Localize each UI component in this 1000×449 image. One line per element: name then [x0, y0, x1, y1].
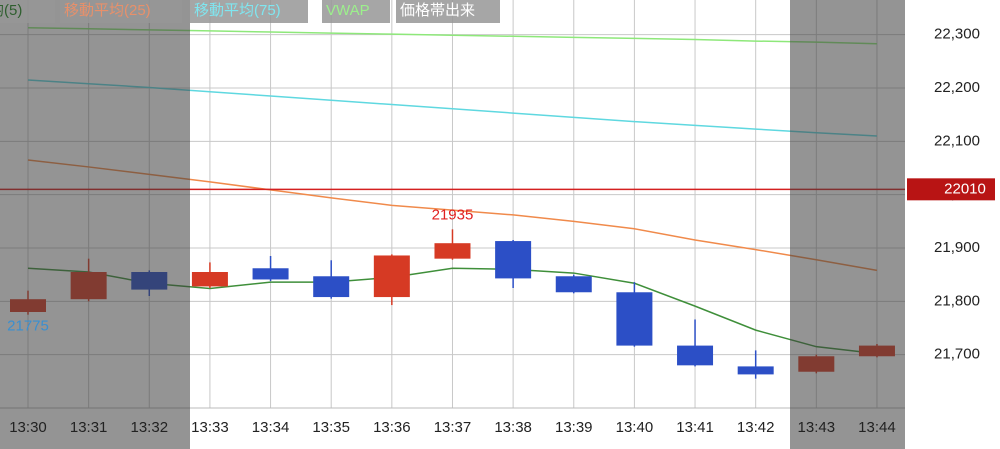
x-tick-label: 13:38	[494, 419, 532, 436]
legend-label: 価格帯出来	[400, 2, 475, 19]
legend-box	[190, 0, 308, 23]
x-tick-label: 13:31	[70, 419, 108, 436]
candle-body	[191, 272, 228, 287]
y-tick-label: 22,100	[934, 132, 980, 149]
candle-body	[677, 345, 714, 366]
y-tick-label: 22,300	[934, 26, 980, 43]
x-tick-label: 13:33	[191, 419, 229, 436]
candle-body	[616, 292, 653, 346]
x-tick-label: 13:36	[373, 419, 411, 436]
price-label: 22010	[944, 180, 986, 197]
x-tick-label: 13:43	[798, 419, 836, 436]
annotation: 21775	[7, 318, 49, 335]
x-tick-label: 13:37	[434, 419, 472, 436]
shaded-region	[0, 0, 190, 449]
legend-label: VWAP	[326, 2, 370, 19]
x-tick-label: 13:34	[252, 419, 290, 436]
legend-label: 移動平均(75)	[194, 2, 281, 19]
y-tick-label: 21,700	[934, 346, 980, 363]
x-tick-label: 13:30	[9, 419, 47, 436]
x-tick-label: 13:40	[616, 419, 654, 436]
x-tick-label: 13:42	[737, 419, 775, 436]
legend-label: 移動平均(25)	[64, 2, 151, 19]
x-tick-label: 13:44	[858, 419, 896, 436]
legend-box	[396, 0, 500, 23]
candle-body	[373, 255, 410, 298]
y-tick-label: 22,200	[934, 79, 980, 96]
x-tick-label: 13:39	[555, 419, 593, 436]
x-tick-label: 13:41	[676, 419, 714, 436]
legend-box	[0, 0, 55, 23]
x-tick-label: 13:32	[131, 419, 169, 436]
shaded-region	[790, 0, 905, 449]
candle-body	[252, 268, 289, 280]
candle-body	[495, 241, 532, 279]
x-tick-label: 13:35	[312, 419, 350, 436]
legend-label: 移動平均(5)	[0, 2, 22, 19]
candle-body	[313, 276, 350, 298]
price-label-box	[907, 178, 995, 201]
candle-body	[555, 276, 592, 293]
legend-box	[60, 0, 182, 23]
y-tick-label: 21,900	[934, 239, 980, 256]
candle-body	[434, 243, 471, 259]
y-tick-label: 21,800	[934, 292, 980, 309]
candle-body	[737, 366, 774, 375]
annotation: 21935	[432, 206, 474, 223]
legend-box	[322, 0, 390, 23]
